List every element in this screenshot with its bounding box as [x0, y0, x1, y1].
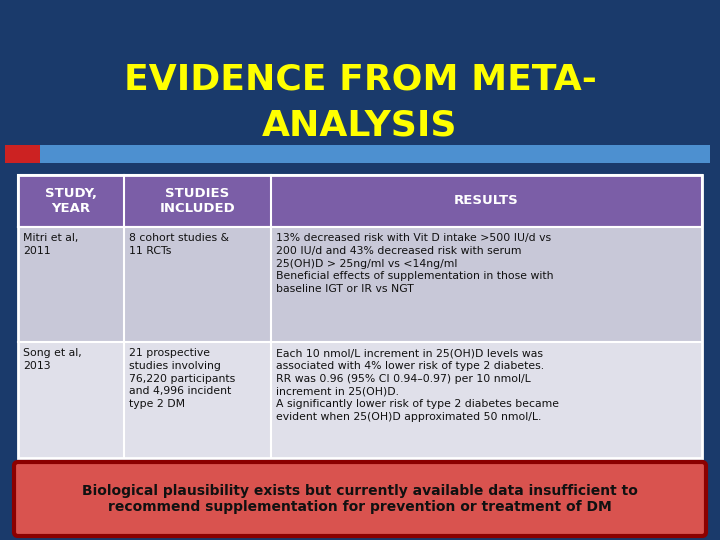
Text: Each 10 nmol/L increment in 25(OH)D levels was
associated with 4% lower risk of : Each 10 nmol/L increment in 25(OH)D leve… — [276, 348, 559, 422]
Bar — [18, 175, 702, 227]
Text: EVIDENCE FROM META-: EVIDENCE FROM META- — [124, 63, 596, 97]
Bar — [18, 175, 702, 458]
Bar — [18, 342, 702, 458]
Text: Mitri et al,
2011: Mitri et al, 2011 — [23, 233, 78, 256]
Text: STUDY,
YEAR: STUDY, YEAR — [45, 187, 97, 215]
Text: Biological plausibility exists but currently available data insufficient to
reco: Biological plausibility exists but curre… — [82, 484, 638, 514]
Text: 21 prospective
studies involving
76,220 participants
and 4,996 incident
type 2 D: 21 prospective studies involving 76,220 … — [129, 348, 235, 409]
Text: STUDIES
INCLUDED: STUDIES INCLUDED — [160, 187, 235, 215]
FancyBboxPatch shape — [14, 462, 706, 536]
Bar — [40, 145, 710, 163]
Bar — [18, 227, 702, 342]
Text: Song et al,
2013: Song et al, 2013 — [23, 348, 82, 371]
Bar — [5, 145, 40, 163]
Text: RESULTS: RESULTS — [454, 194, 519, 207]
Text: 8 cohort studies &
11 RCTs: 8 cohort studies & 11 RCTs — [129, 233, 229, 256]
Text: 13% decreased risk with Vit D intake >500 IU/d vs
200 IU/d and 43% decreased ris: 13% decreased risk with Vit D intake >50… — [276, 233, 554, 294]
Text: ANALYSIS: ANALYSIS — [262, 108, 458, 142]
